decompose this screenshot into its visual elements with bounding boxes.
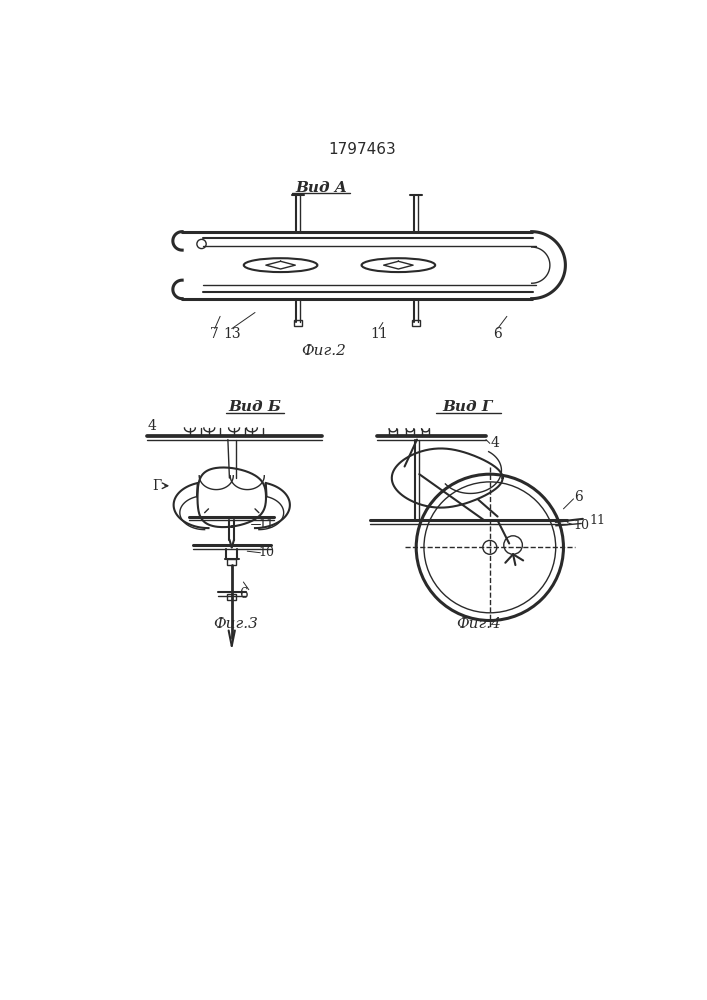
Text: Г: Г (152, 479, 161, 493)
Text: Вид Б: Вид Б (228, 400, 281, 414)
Bar (293, 320, 303, 326)
Text: 4: 4 (491, 436, 500, 450)
Text: 11: 11 (589, 514, 605, 527)
Bar (411, 320, 420, 326)
Text: Вид A: Вид A (295, 181, 346, 195)
Text: 6: 6 (239, 587, 247, 601)
Text: Фиг.2: Фиг.2 (300, 344, 346, 358)
Text: 11: 11 (259, 518, 274, 531)
Text: Фиг.3: Фиг.3 (214, 617, 258, 631)
Bar (227, 559, 236, 565)
Text: 6: 6 (493, 327, 502, 341)
Text: 11: 11 (370, 327, 388, 341)
Text: 13: 13 (223, 327, 240, 341)
Text: 1797463: 1797463 (328, 142, 396, 157)
Text: 10: 10 (573, 519, 590, 532)
Text: Вид Г: Вид Г (442, 400, 493, 414)
Text: 4: 4 (148, 419, 156, 433)
Text: 10: 10 (259, 546, 274, 559)
Text: Фиг.4: Фиг.4 (457, 617, 501, 631)
Text: 7: 7 (210, 327, 219, 341)
Text: 6: 6 (575, 490, 583, 504)
Bar (227, 594, 236, 600)
